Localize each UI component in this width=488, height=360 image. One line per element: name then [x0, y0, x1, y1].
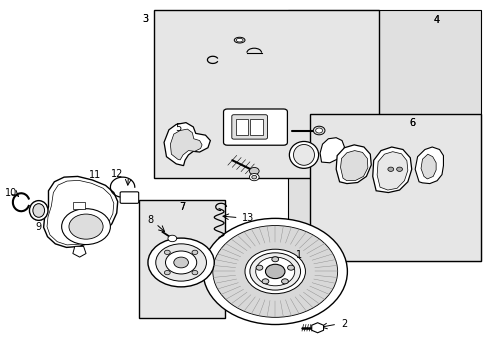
- Circle shape: [255, 257, 294, 286]
- Text: 6: 6: [409, 118, 415, 128]
- Circle shape: [192, 270, 198, 275]
- Circle shape: [396, 167, 402, 171]
- Polygon shape: [311, 323, 323, 333]
- Circle shape: [148, 238, 214, 287]
- Bar: [288, 10, 480, 261]
- Circle shape: [281, 279, 288, 284]
- Circle shape: [313, 126, 325, 135]
- Text: 12: 12: [111, 168, 123, 179]
- Circle shape: [164, 270, 170, 275]
- Text: 4: 4: [433, 15, 439, 26]
- Ellipse shape: [293, 144, 314, 165]
- Circle shape: [249, 253, 300, 290]
- Text: 5: 5: [175, 123, 182, 133]
- Circle shape: [167, 235, 176, 242]
- Polygon shape: [372, 147, 411, 193]
- Bar: [236, 120, 248, 135]
- Text: 9: 9: [36, 222, 41, 232]
- Polygon shape: [376, 152, 407, 190]
- Polygon shape: [320, 138, 344, 163]
- Bar: [139, 200, 224, 318]
- Bar: [154, 10, 378, 178]
- Circle shape: [156, 244, 206, 281]
- Polygon shape: [420, 154, 435, 179]
- Circle shape: [251, 175, 256, 179]
- Circle shape: [249, 174, 259, 181]
- Circle shape: [315, 128, 322, 133]
- Text: 3: 3: [142, 14, 148, 24]
- Circle shape: [69, 214, 103, 239]
- Text: 6: 6: [409, 118, 415, 128]
- Ellipse shape: [289, 141, 318, 168]
- Bar: [250, 120, 262, 135]
- Circle shape: [249, 167, 259, 175]
- Text: 7: 7: [179, 202, 185, 212]
- FancyBboxPatch shape: [223, 109, 287, 145]
- Text: 10: 10: [5, 188, 18, 198]
- Ellipse shape: [234, 37, 244, 43]
- Circle shape: [265, 264, 285, 279]
- Text: 13: 13: [242, 213, 254, 222]
- Text: 11: 11: [88, 170, 101, 180]
- Text: 3: 3: [142, 14, 148, 24]
- Polygon shape: [163, 123, 210, 166]
- Text: 4: 4: [433, 15, 439, 26]
- Circle shape: [287, 265, 294, 270]
- Circle shape: [387, 167, 393, 171]
- Text: 7: 7: [179, 202, 185, 212]
- Text: 2: 2: [340, 319, 346, 329]
- Circle shape: [61, 209, 110, 244]
- Polygon shape: [414, 147, 443, 184]
- Polygon shape: [43, 176, 118, 247]
- FancyBboxPatch shape: [120, 192, 139, 203]
- Circle shape: [164, 250, 170, 255]
- Ellipse shape: [33, 204, 44, 217]
- Polygon shape: [170, 129, 202, 160]
- Circle shape: [212, 226, 337, 318]
- Polygon shape: [335, 145, 370, 184]
- Circle shape: [256, 265, 263, 270]
- Ellipse shape: [29, 201, 48, 220]
- Circle shape: [165, 251, 196, 274]
- Text: 8: 8: [147, 215, 154, 225]
- Circle shape: [192, 250, 198, 255]
- Circle shape: [262, 279, 268, 284]
- Polygon shape: [73, 246, 86, 257]
- Bar: [310, 114, 480, 261]
- Circle shape: [203, 219, 346, 324]
- Circle shape: [244, 249, 305, 294]
- Text: 1: 1: [295, 250, 301, 260]
- Bar: [73, 202, 85, 210]
- Polygon shape: [340, 150, 367, 181]
- Circle shape: [271, 257, 278, 262]
- Ellipse shape: [236, 39, 243, 42]
- FancyBboxPatch shape: [231, 115, 267, 139]
- Circle shape: [173, 257, 188, 268]
